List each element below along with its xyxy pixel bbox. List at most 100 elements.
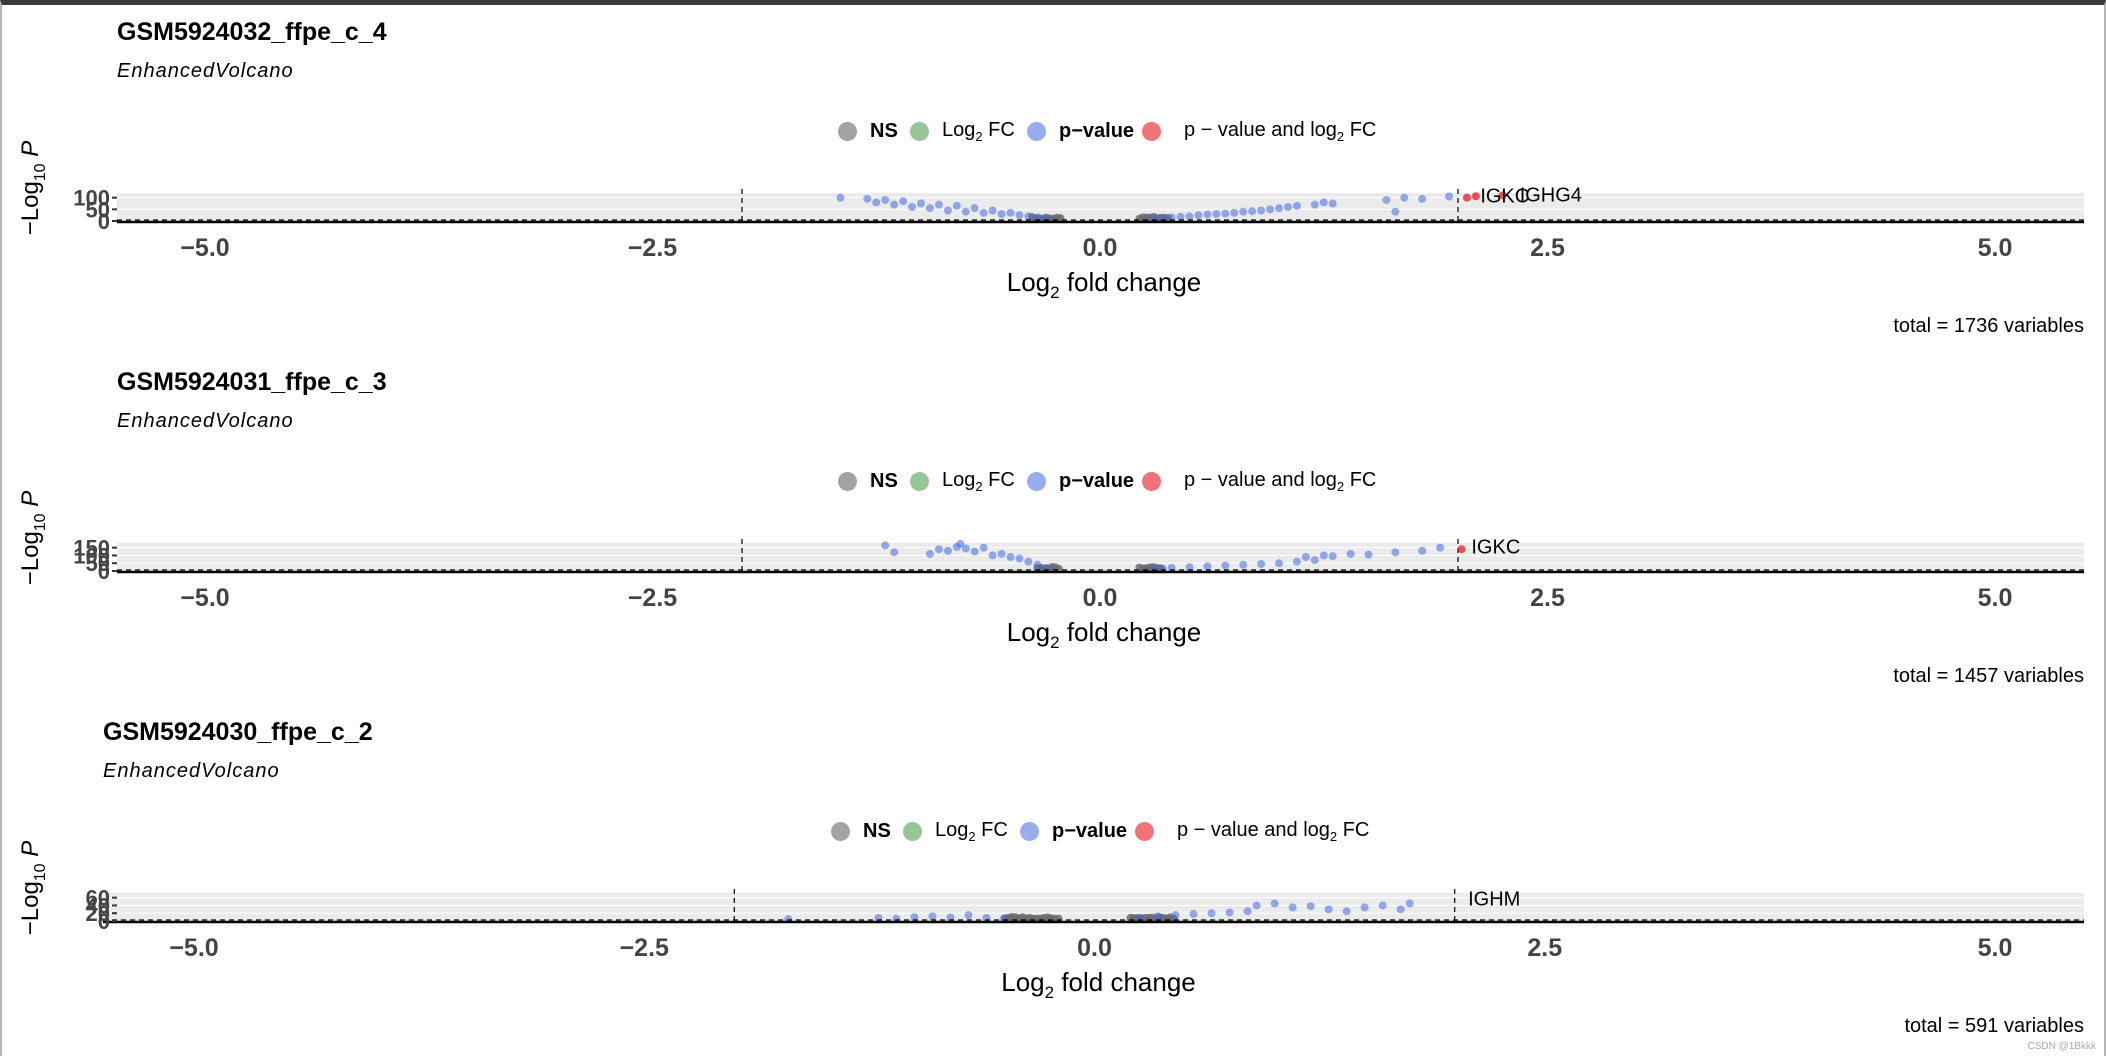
point-pvalue bbox=[1293, 202, 1301, 210]
x-tick-label: 5.0 bbox=[1978, 584, 2013, 612]
point-pvalue bbox=[1221, 562, 1229, 570]
point-pvalue bbox=[928, 912, 936, 920]
point-pvalue bbox=[1329, 552, 1337, 560]
total-caption: total = 591 variables bbox=[1904, 1015, 2084, 1038]
point-pvalue bbox=[982, 914, 990, 922]
point-pvalue bbox=[1418, 547, 1426, 555]
point-pvalue bbox=[1194, 211, 1202, 219]
point-pvalue bbox=[1293, 558, 1301, 566]
point-pvalue bbox=[899, 197, 907, 205]
gene-label: IGHM bbox=[1468, 889, 1520, 911]
point-pvalue bbox=[935, 201, 943, 209]
plot-svg: IGHM0204060−5.0 −2.5 0.0 2.5 5.0Log2 fold ch… bbox=[0, 700, 2106, 1050]
point-pvalue bbox=[836, 194, 844, 202]
gene-label: IGKC bbox=[1471, 537, 1520, 559]
x-tick-label: 0.0 bbox=[1083, 234, 1118, 262]
point-pvalue bbox=[1325, 905, 1333, 913]
point-pvalue bbox=[989, 551, 997, 559]
point-pvalue bbox=[953, 202, 961, 210]
point-pvalue bbox=[926, 204, 934, 212]
point-pvalue bbox=[1172, 911, 1180, 919]
point-pvalue bbox=[1400, 194, 1408, 202]
point-pvalue bbox=[1320, 198, 1328, 206]
y-tick-label: 150 bbox=[73, 536, 110, 561]
point-pvalue bbox=[881, 196, 889, 204]
x-tick-label: −2.5 bbox=[628, 234, 677, 262]
point-pvalue bbox=[1379, 901, 1387, 909]
point-pvalue bbox=[989, 207, 997, 215]
point-pvalue bbox=[1406, 900, 1414, 908]
x-axis-title: Log2 fold change bbox=[1001, 967, 1196, 1002]
point-pvalue bbox=[1208, 909, 1216, 917]
x-tick-label: 2.5 bbox=[1530, 584, 1565, 612]
x-tick-label: 5.0 bbox=[1978, 934, 2013, 962]
plot-svg: IGKCIGHG4 050100 −5.0 −2.5 0.0 2.5 5.0 Log2 fol… bbox=[0, 0, 2106, 350]
point-pvalue bbox=[881, 541, 889, 549]
x-axis-title: Log2 fold change bbox=[1007, 267, 1202, 302]
point-pvalue bbox=[872, 198, 880, 206]
total-caption: total = 1457 variables bbox=[1893, 665, 2084, 688]
point-pvalue bbox=[1382, 196, 1390, 204]
y-axis-title: −Log10 P bbox=[17, 491, 49, 586]
point-pvalue bbox=[1391, 548, 1399, 556]
point-pvalue bbox=[1253, 901, 1261, 909]
x-tick-label: −5.0 bbox=[180, 584, 229, 612]
gene-label: IGHG4 bbox=[1520, 184, 1582, 206]
point-pvalue bbox=[890, 548, 898, 556]
point-pvalue bbox=[1212, 210, 1220, 218]
point-pvalue bbox=[935, 545, 943, 553]
point-pvalue bbox=[1307, 902, 1315, 910]
point-pvalue bbox=[890, 201, 898, 209]
point-pvalue bbox=[964, 911, 972, 919]
total-caption: total = 1736 variables bbox=[1893, 315, 2084, 338]
point-pvalue bbox=[1203, 210, 1211, 218]
point-pvalue bbox=[908, 203, 916, 211]
point-pvalue bbox=[1361, 903, 1369, 911]
point-both bbox=[1463, 194, 1471, 202]
point-pvalue bbox=[1284, 203, 1292, 211]
x-tick-label: −2.5 bbox=[628, 584, 677, 612]
point-pvalue bbox=[1239, 208, 1247, 216]
point-pvalue bbox=[1190, 910, 1198, 918]
point-pvalue bbox=[874, 914, 882, 922]
point-pvalue bbox=[1391, 208, 1399, 216]
point-pvalue bbox=[1024, 212, 1032, 220]
x-tick-label: −2.5 bbox=[620, 934, 669, 962]
point-pvalue bbox=[1289, 903, 1297, 911]
point-pvalue bbox=[971, 204, 979, 212]
point-pvalue bbox=[1275, 559, 1283, 567]
point-pvalue bbox=[962, 208, 970, 216]
y-tick-label: 60 bbox=[86, 886, 110, 911]
volcano-panel-3: GSM5924030_ffpe_c_2 EnhancedVolcano NS L… bbox=[0, 700, 2106, 1050]
point-pvalue bbox=[1168, 564, 1176, 572]
point-pvalue bbox=[1329, 200, 1337, 208]
x-axis-title: Log2 fold change bbox=[1007, 617, 1202, 652]
point-pvalue bbox=[863, 195, 871, 203]
point-pvalue bbox=[1033, 561, 1041, 569]
point-pvalue bbox=[944, 207, 952, 215]
x-tick-label: −5.0 bbox=[180, 234, 229, 262]
point-pvalue bbox=[1226, 908, 1234, 916]
x-tick-label: 0.0 bbox=[1077, 934, 1112, 962]
plot-svg: IGKC050100150−5.0 −2.5 0.0 2.5 5.0Log2 fold … bbox=[0, 350, 2106, 700]
point-pvalue bbox=[1015, 211, 1023, 219]
point-pvalue bbox=[998, 550, 1006, 558]
point-pvalue bbox=[1347, 550, 1355, 558]
point-pvalue bbox=[1154, 912, 1162, 920]
point-pvalue bbox=[917, 200, 925, 208]
point-both bbox=[1458, 545, 1466, 553]
point-pvalue bbox=[1445, 193, 1453, 201]
point-pvalue bbox=[971, 548, 979, 556]
point-pvalue bbox=[1311, 556, 1319, 564]
point-pvalue bbox=[1275, 204, 1283, 212]
point-pvalue bbox=[980, 209, 988, 217]
point-pvalue bbox=[1007, 553, 1015, 561]
point-pvalue bbox=[1024, 558, 1032, 566]
volcano-panel-2: GSM5924031_ffpe_c_3 EnhancedVolcano NS L… bbox=[0, 350, 2106, 700]
point-pvalue bbox=[1257, 207, 1265, 215]
point-pvalue bbox=[1365, 551, 1373, 559]
x-tick-label: 5.0 bbox=[1978, 234, 2013, 262]
point-pvalue bbox=[1397, 905, 1405, 913]
x-tick-label: −5.0 bbox=[169, 934, 218, 962]
point-pvalue bbox=[1248, 207, 1256, 215]
